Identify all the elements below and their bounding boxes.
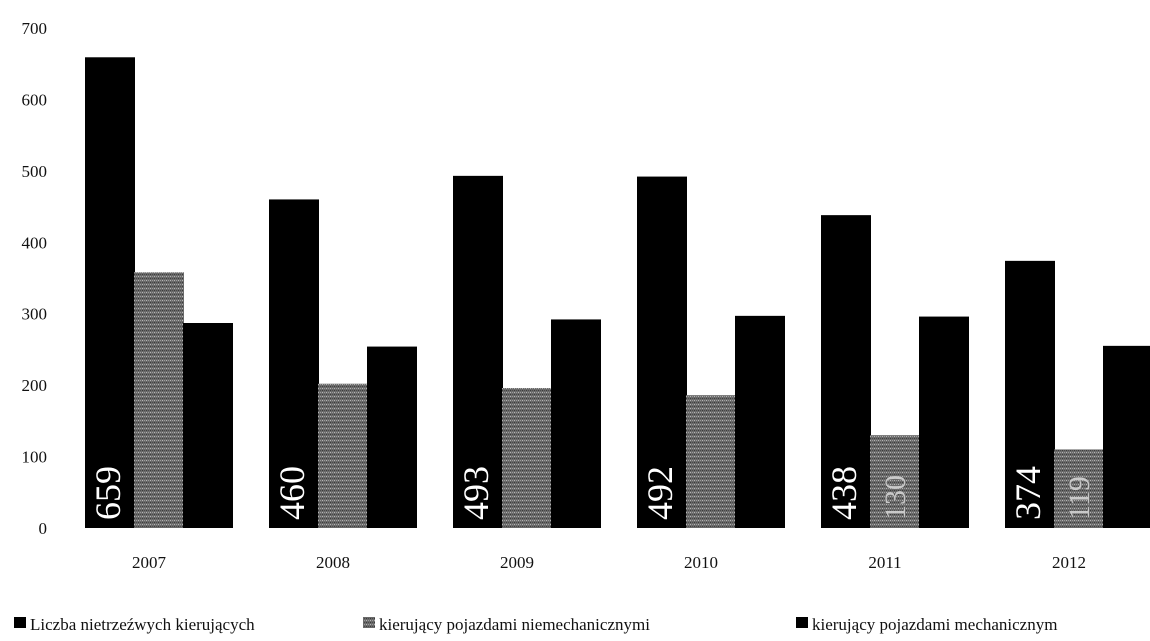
y-tick-label: 400 — [22, 233, 48, 252]
bar-series-1 — [1005, 260, 1055, 528]
bar-series-2 — [134, 272, 184, 528]
y-tick-label: 0 — [39, 519, 48, 538]
x-tick-label: 2007 — [132, 553, 167, 572]
bar-series-1 — [269, 199, 319, 528]
data-label: 460 — [272, 466, 312, 520]
bar-series-3 — [1103, 345, 1150, 528]
data-label: 492 — [640, 466, 680, 520]
y-tick-label: 600 — [22, 90, 48, 109]
bar-series-3 — [183, 323, 233, 528]
bar-series-2 — [686, 395, 736, 528]
x-tick-label: 2012 — [1052, 553, 1086, 572]
bar-series-2 — [502, 388, 552, 528]
bar-series-1 — [453, 175, 503, 528]
bars: 659 460 493 492 438 130 374 119 — [85, 57, 1150, 529]
data-label: 438 — [824, 466, 864, 520]
data-label: 493 — [456, 466, 496, 520]
data-label: 659 — [88, 466, 128, 520]
y-axis: 0 100 200 300 400 500 600 700 — [22, 19, 48, 538]
bar-series-3 — [735, 315, 785, 528]
bar-series-3 — [919, 316, 969, 528]
y-tick-label: 700 — [22, 19, 48, 38]
legend-label: kierujący pojazdami niemechanicznymi — [379, 615, 650, 634]
bar-series-1 — [637, 176, 687, 529]
data-label: 130 — [879, 475, 912, 520]
legend: Liczba nietrzeźwych kierujących kierujący… — [14, 615, 1057, 634]
x-axis: 2007 2008 2009 2010 2011 2012 — [132, 553, 1086, 572]
x-tick-label: 2011 — [868, 553, 901, 572]
bar-series-2 — [318, 383, 368, 528]
legend-swatch — [796, 617, 808, 628]
bar-series-2 — [870, 435, 920, 528]
legend-swatch — [363, 617, 375, 628]
bar-series-1 — [85, 57, 135, 529]
x-tick-label: 2009 — [500, 553, 534, 572]
y-tick-label: 200 — [22, 376, 48, 395]
bar-series-3 — [367, 346, 417, 528]
y-tick-label: 500 — [22, 162, 48, 181]
bar-series-2 — [1054, 449, 1104, 528]
y-tick-label: 100 — [22, 448, 48, 467]
bar-series-3 — [551, 319, 601, 528]
legend-label: kierujący pojazdami mechanicznym — [812, 615, 1057, 634]
data-label: 374 — [1008, 466, 1048, 520]
x-tick-label: 2008 — [316, 553, 350, 572]
x-tick-label: 2010 — [684, 553, 718, 572]
legend-label: Liczba nietrzeźwych kierujących — [30, 615, 255, 634]
legend-swatch — [14, 617, 26, 628]
bar-series-1 — [821, 215, 871, 528]
data-label: 119 — [1063, 476, 1096, 520]
y-tick-label: 300 — [22, 305, 48, 324]
